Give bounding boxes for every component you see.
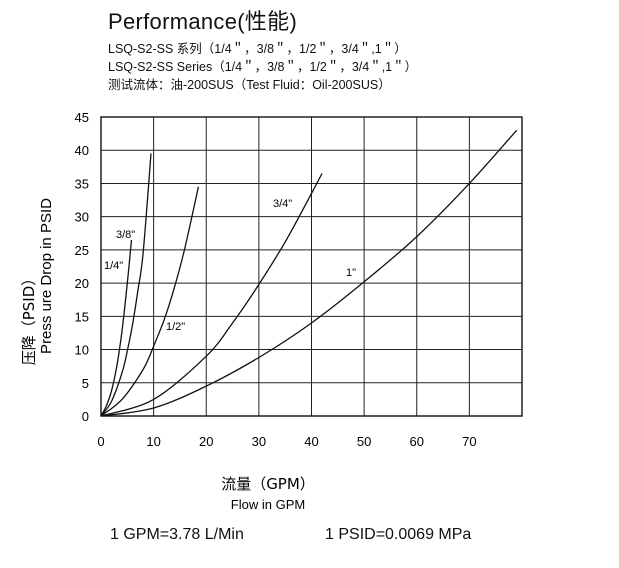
x-tick-label: 10 (146, 434, 160, 449)
x-axis-label-en: Flow in GPM (231, 497, 305, 512)
x-axis-label-cn: 流量（GPM） (221, 475, 315, 493)
series-label-half-inch: 1/2" (166, 321, 185, 333)
x-tick-label: 70 (462, 434, 476, 449)
axes (100, 116, 523, 417)
series-label-three-eighths-inch: 3/8" (116, 229, 135, 241)
y-axis-label-cn: 压降（PSID） (20, 271, 38, 366)
series-line-three-eighths-inch (100, 153, 152, 417)
x-tick-label: 60 (410, 434, 424, 449)
test-fluid-note: 测试流体：油-200SUS（Test Fluid：Oil-200SUS） (108, 78, 391, 92)
series-lines (100, 129, 518, 417)
x-tick-label: 50 (357, 434, 371, 449)
y-tick-label: 0 (82, 409, 89, 424)
chart-title: Performance(性能) (108, 9, 298, 34)
y-tick-label: 30 (75, 210, 89, 225)
series-label-quarter-inch: 1/4" (104, 260, 123, 272)
series-label-one-inch: 1" (346, 267, 356, 279)
y-tick-label: 5 (82, 376, 89, 391)
y-tick-label: 35 (75, 176, 89, 191)
tick-labels: 0 10 20 30 40 50 60 70 0 5 10 15 20 25 30 35 40 45 (75, 110, 477, 449)
series-list-en: LSQ-S2-SS Series（1/4＂，3/8＂，1/2＂，3/4＂,1＂） (108, 60, 418, 74)
series-label-three-quarter-inch: 3/4" (273, 198, 292, 210)
y-tick-label: 25 (75, 243, 89, 258)
psid-conversion: 1 PSID=0.0069 MPa (325, 526, 472, 543)
series-line-three-quarter-inch (100, 173, 323, 417)
y-tick-label: 15 (75, 309, 89, 324)
series-list-cn: LSQ-S2-SS 系列（1/4＂，3/8＂，1/2＂，3/4＂,1＂） (108, 42, 407, 56)
y-tick-label: 20 (75, 276, 89, 291)
y-axis-label-en: Press ure Drop in PSID (38, 198, 55, 354)
series-labels: 1/4" 3/8" 1/2" 3/4" 1" (104, 198, 356, 333)
x-tick-label: 0 (97, 434, 104, 449)
x-tick-label: 40 (304, 434, 318, 449)
y-tick-label: 10 (75, 343, 89, 358)
series-line-quarter-inch (100, 239, 133, 417)
plot-frame (100, 116, 523, 417)
y-tick-label: 45 (75, 110, 89, 125)
x-tick-label: 20 (199, 434, 213, 449)
series-line-half-inch (100, 186, 200, 417)
gpm-conversion: 1 GPM=3.78 L/Min (110, 526, 244, 543)
x-tick-label: 30 (252, 434, 266, 449)
grid (101, 116, 522, 417)
y-tick-label: 40 (75, 143, 89, 158)
series-line-one-inch (100, 129, 518, 417)
